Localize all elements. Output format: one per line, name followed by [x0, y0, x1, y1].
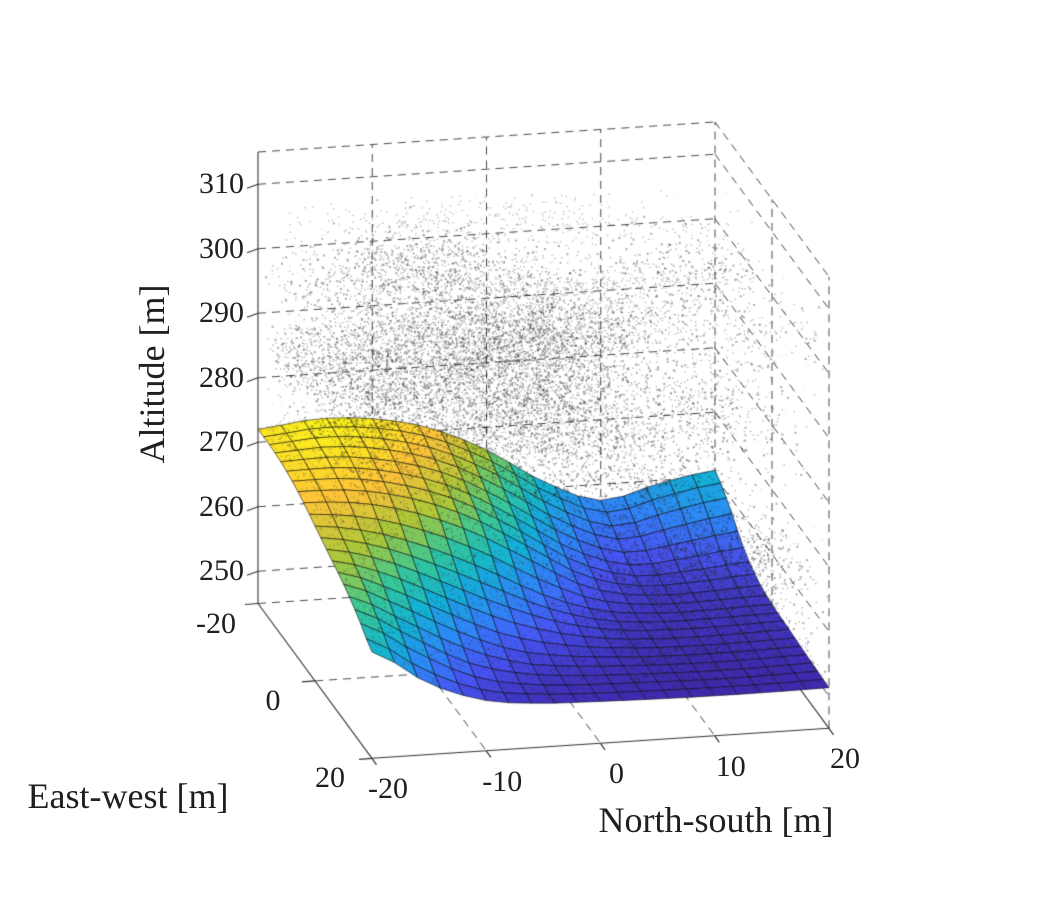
altitude-tick-label: 290 [199, 296, 244, 330]
north-south-tick-label: 20 [830, 742, 860, 776]
altitude-tick-label: 270 [199, 425, 244, 459]
altitude-tick-label: 280 [199, 360, 244, 394]
north-south-tick-label: 10 [715, 749, 746, 783]
east-west-tick-label: 20 [315, 761, 345, 795]
altitude-tick-label: 250 [199, 554, 244, 588]
altitude-tick-label: 310 [199, 167, 244, 201]
east-west-tick-label: -20 [196, 606, 236, 640]
east-west-tick-label: 0 [265, 683, 281, 717]
altitude-tick-label: 260 [199, 489, 244, 523]
north-south-axis-label: North-south [m] [598, 800, 834, 840]
altitude-tick-label: 300 [199, 231, 244, 265]
north-south-tick-label: -10 [482, 764, 523, 798]
north-south-tick-label: 0 [609, 757, 624, 791]
east-west-axis-label: East-west [m] [27, 776, 229, 816]
north-south-tick-label: -20 [368, 772, 408, 806]
